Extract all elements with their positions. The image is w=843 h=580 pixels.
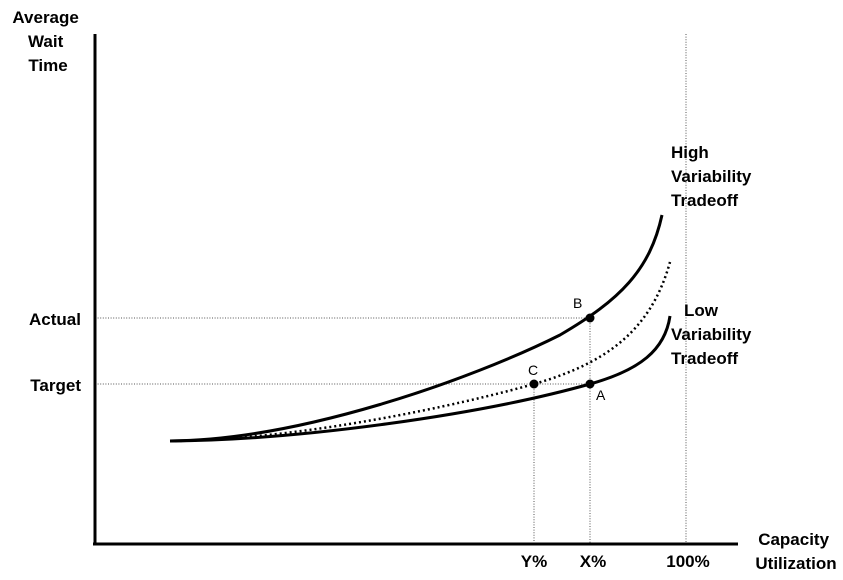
high-label-line-3: Tradeoff [671, 191, 738, 210]
tick-target: Target [30, 376, 81, 395]
y-axis-label: Average Wait Time [12, 8, 83, 75]
high-label-line-2: Variability [671, 167, 752, 186]
high-variability-label: High Variability Tradeoff [671, 143, 756, 210]
x-axis-label: Capacity Utilization [755, 530, 836, 573]
point-b-label: B [573, 295, 582, 311]
point-c-label: C [528, 362, 538, 378]
x-axis-label-line-2: Utilization [755, 554, 836, 573]
intermediate-dotted-curve [169, 261, 672, 443]
point-b-marker [585, 313, 595, 323]
y-axis-label-line-3: Time [28, 56, 67, 75]
high-label-line-1: High [671, 143, 709, 162]
point-c-marker [529, 379, 539, 389]
tick-hundred-pct: 100% [666, 552, 709, 571]
tick-y-pct: Y% [521, 552, 547, 571]
low-variability-label: Low Variability Tradeoff [671, 301, 756, 368]
low-label-line-2: Variability [671, 325, 752, 344]
x-axis-label-line-1: Capacity [758, 530, 829, 549]
high-variability-curve [169, 214, 664, 443]
low-label-line-1: Low [684, 301, 719, 320]
y-axis-label-line-1: Average [12, 8, 78, 27]
point-a-label: A [596, 387, 606, 403]
low-label-line-3: Tradeoff [671, 349, 738, 368]
tick-x-pct: X% [580, 552, 606, 571]
y-axis-label-line-2: Wait [28, 32, 64, 51]
low-variability-curve [169, 315, 672, 443]
point-a-marker [585, 379, 595, 389]
tick-actual: Actual [29, 310, 81, 329]
